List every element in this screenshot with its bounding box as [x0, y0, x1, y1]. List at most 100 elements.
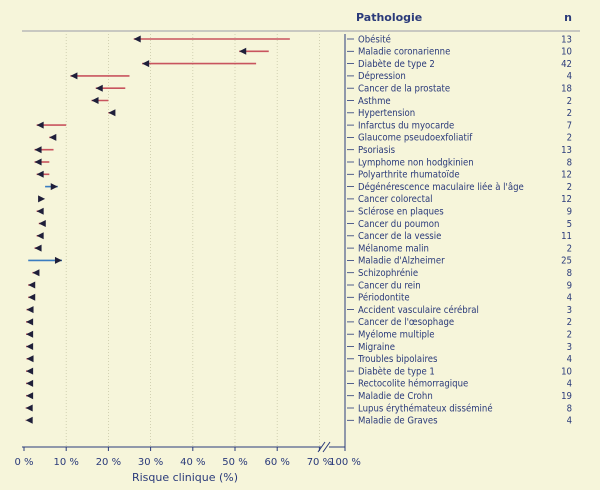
x-tick-label: 20 % [96, 457, 121, 468]
arrow-marker [26, 330, 34, 338]
chart-row: Cancer du poumon 5 [38, 219, 572, 230]
arrow-marker [28, 293, 36, 301]
row-label: Schizophrénie [358, 268, 418, 279]
row-n: 4 [567, 379, 572, 390]
arrow-marker [54, 256, 62, 264]
arrow-marker [36, 232, 44, 240]
arrow-marker [108, 109, 116, 117]
row-label: Lupus érythémateux disséminé [358, 403, 493, 414]
row-label: Accident vasculaire cérébral [358, 305, 479, 316]
arrow-marker [34, 244, 42, 252]
x-tick-label: 60 % [264, 457, 289, 468]
row-n: 8 [567, 268, 572, 279]
arrow-marker [26, 392, 34, 400]
chart-row: Maladie coronarienne 10 [239, 47, 572, 58]
row-label: Sclérose en plaques [358, 207, 444, 218]
chart-row: Polyarthrite rhumatoïde 12 [36, 170, 572, 181]
chart-row: Glaucome pseudoexfoliatif 2 [49, 133, 572, 144]
row-n: 13 [561, 34, 572, 45]
chart-row: Psoriasis 13 [34, 145, 572, 156]
chart-row: Accident vasculaire cérébral 3 [26, 305, 572, 316]
x-tick-label: 100 % [329, 457, 361, 468]
chart-row: Cancer colorectal 12 [38, 194, 572, 205]
row-n: 12 [561, 194, 572, 205]
row-label: Périodontite [358, 293, 410, 304]
arrow-marker [133, 35, 141, 43]
chart-row: Hypertension 2 [108, 108, 572, 119]
row-n: 10 [561, 47, 572, 58]
row-label: Mélanome malin [358, 243, 429, 254]
arrow-marker [28, 281, 36, 289]
chart-row: Diabète de type 2 42 [142, 59, 572, 70]
row-n: 4 [567, 293, 572, 304]
chart-row: Maladie de Graves 4 [25, 416, 572, 427]
row-n: 2 [567, 108, 572, 119]
row-n: 2 [567, 243, 572, 254]
chart-row: Dépression 4 [70, 71, 572, 82]
row-label: Dépression [358, 71, 406, 82]
row-n: 2 [567, 317, 572, 328]
row-n: 9 [567, 280, 572, 291]
chart-row: Migraine 3 [26, 342, 572, 353]
chart-row: Troubles bipolaires 4 [26, 354, 572, 365]
row-label: Cancer de la prostate [358, 84, 450, 95]
arrow-marker [32, 269, 40, 277]
x-axis-title: Risque clinique (%) [132, 471, 238, 484]
row-label: Dégénérescence maculaire liée à l'âge [358, 182, 524, 193]
arrow-marker [38, 195, 46, 203]
row-label: Lymphome non hodgkinien [358, 157, 474, 168]
row-n: 2 [567, 330, 572, 341]
chart-row: Lymphome non hodgkinien 8 [34, 157, 572, 168]
arrow-marker [26, 343, 34, 350]
arrow-marker [26, 318, 34, 326]
arrow-marker [50, 183, 58, 191]
row-label: Cancer du poumon [358, 219, 439, 230]
row-n: 25 [561, 256, 572, 267]
row-label: Maladie de Graves [358, 416, 438, 427]
row-label: Diabète de type 1 [358, 366, 435, 377]
row-n: 4 [567, 71, 572, 82]
arrow-marker [91, 97, 99, 104]
arrow-marker [36, 121, 44, 129]
chart-row: Mélanome malin 2 [34, 243, 572, 254]
chart-row: Cancer de la prostate 18 [95, 84, 572, 95]
x-tick-label: 70 % [307, 457, 332, 468]
row-label: Troubles bipolaires [357, 354, 438, 365]
row-n: 10 [561, 366, 572, 377]
arrow-marker [239, 47, 247, 55]
arrow-marker [49, 133, 57, 141]
arrow-marker [95, 84, 103, 92]
row-label: Migraine [358, 342, 395, 353]
chart-row: Myélome multiple 2 [26, 330, 572, 341]
arrow-marker [26, 306, 34, 314]
arrow-marker [70, 72, 78, 80]
row-n: 11 [561, 231, 572, 242]
row-n: 3 [567, 305, 572, 316]
chart-row: Périodontite 4 [28, 293, 572, 304]
arrow-marker [26, 379, 34, 387]
arrow-marker [25, 404, 33, 412]
row-label: Obésité [358, 34, 391, 45]
chart-row: Cancer du rein 9 [28, 280, 572, 291]
row-n: 4 [567, 354, 572, 365]
header-n: n [564, 11, 572, 24]
row-n: 7 [567, 120, 572, 131]
arrow-marker [25, 416, 33, 424]
row-label: Hypertension [358, 108, 415, 119]
chart-row: Cancer de la vessie 11 [36, 231, 572, 242]
axis-break-icon [317, 441, 331, 453]
row-label: Maladie de Crohn [358, 391, 433, 402]
row-n: 8 [567, 403, 572, 414]
x-tick-label: 40 % [180, 457, 205, 468]
row-n: 2 [567, 182, 572, 193]
x-tick-label: 10 % [53, 457, 78, 468]
row-n: 2 [567, 133, 572, 144]
row-label: Polyarthrite rhumatoïde [358, 170, 460, 181]
arrow-marker [26, 367, 34, 375]
gridlines [65, 34, 320, 447]
arrow-marker [34, 146, 42, 154]
row-n: 42 [561, 59, 572, 70]
